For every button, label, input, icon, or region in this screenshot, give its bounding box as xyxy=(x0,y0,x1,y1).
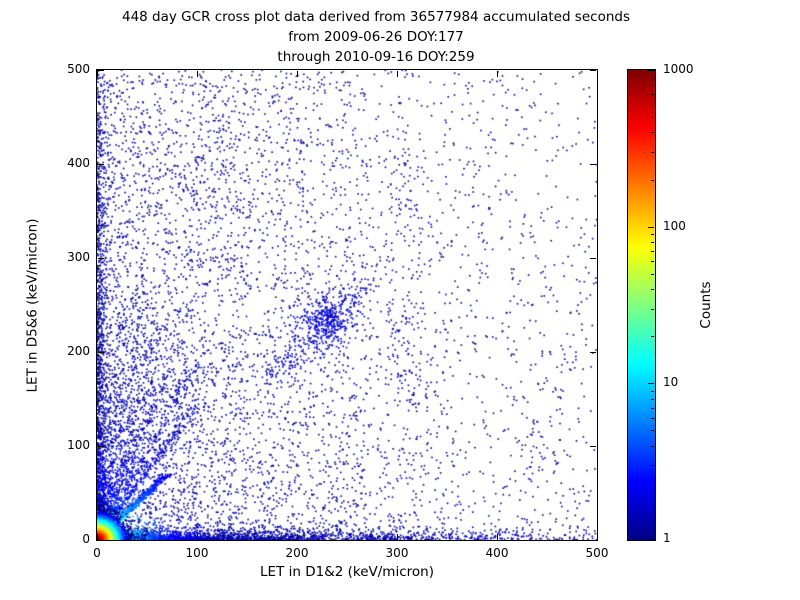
colorbar-minor-tick xyxy=(651,117,654,119)
colorbar-minor-tick xyxy=(651,233,654,235)
colorbar-minor-tick xyxy=(651,250,654,252)
colorbar-tick xyxy=(648,539,654,540)
colorbar-minor-tick xyxy=(651,179,654,181)
colorbar-minor-tick xyxy=(651,445,654,447)
colorbar-tick xyxy=(648,383,654,385)
x-tick xyxy=(597,534,598,540)
y-tick-right xyxy=(590,258,596,259)
colorbar-minor-tick xyxy=(651,336,654,338)
colorbar-minor-tick xyxy=(651,430,654,432)
y-tick-label: 300 xyxy=(67,250,90,264)
colorbar-minor-tick xyxy=(651,465,654,467)
y-tick-label: 500 xyxy=(67,62,90,76)
y-tick xyxy=(98,70,104,71)
y-tick xyxy=(98,258,104,259)
colorbar-gradient xyxy=(628,70,655,540)
y-tick-label: 200 xyxy=(67,344,90,358)
x-tick-label: 300 xyxy=(385,546,409,560)
chart-title-line1: 448 day GCR cross plot data derived from… xyxy=(122,9,630,25)
colorbar-minor-tick xyxy=(651,418,654,420)
colorbar-minor-tick xyxy=(651,132,654,134)
colorbar-minor-tick xyxy=(651,492,654,494)
colorbar-minor-tick xyxy=(651,85,654,87)
y-tick-label: 400 xyxy=(67,156,90,170)
x-tick xyxy=(397,534,398,540)
colorbar-minor-tick xyxy=(651,261,654,263)
x-tick-top xyxy=(197,71,198,77)
y-tick-right xyxy=(590,352,596,353)
x-tick-label: 200 xyxy=(285,546,309,560)
colorbar-tick-label: 100 xyxy=(663,218,686,233)
x-tick-top xyxy=(297,71,298,77)
x-tick-label: 500 xyxy=(585,546,609,560)
colorbar-tick-label: 1 xyxy=(663,531,671,545)
x-tick-top xyxy=(97,71,98,77)
x-tick xyxy=(497,534,498,540)
x-tick-label: 400 xyxy=(485,546,509,560)
y-tick-right xyxy=(590,446,596,447)
colorbar-minor-tick xyxy=(651,273,654,275)
plot-area xyxy=(96,69,598,541)
colorbar-minor-tick xyxy=(651,77,654,79)
colorbar xyxy=(627,69,656,541)
colorbar-tick-label: 10 xyxy=(663,375,679,390)
y-tick xyxy=(98,164,104,165)
y-tick-right xyxy=(590,540,596,541)
x-tick-label: 100 xyxy=(185,546,209,560)
colorbar-minor-tick xyxy=(651,151,654,153)
y-tick-label: 0 xyxy=(82,532,90,546)
scatter-canvas xyxy=(97,70,597,540)
colorbar-minor-tick xyxy=(651,407,654,409)
x-tick-top xyxy=(597,71,598,77)
chart-title: 448 day GCR cross plot data derived from… xyxy=(0,7,752,67)
colorbar-tick xyxy=(648,226,654,228)
colorbar-minor-tick xyxy=(651,390,654,392)
colorbar-tick-label: 1000 xyxy=(663,62,694,76)
colorbar-minor-tick xyxy=(651,94,654,96)
chart-title-line2: from 2009-06-26 DOY:177 xyxy=(288,29,464,45)
y-tick xyxy=(98,540,104,541)
x-axis-label: LET in D1&2 (keV/micron) xyxy=(260,564,434,580)
colorbar-minor-tick xyxy=(651,289,654,290)
y-axis-label: LET in D5&6 (keV/micron) xyxy=(24,218,41,393)
x-tick-label: 0 xyxy=(93,546,101,560)
x-tick xyxy=(97,534,98,540)
x-tick-top xyxy=(397,71,398,77)
colorbar-minor-tick xyxy=(651,104,654,106)
chart-title-line3: through 2010-09-16 DOY:259 xyxy=(277,49,475,65)
x-tick xyxy=(197,534,198,540)
colorbar-tick xyxy=(648,70,654,71)
colorbar-minor-tick xyxy=(651,241,654,243)
colorbar-minor-tick xyxy=(651,308,654,310)
y-tick-right xyxy=(590,164,596,165)
y-tick-right xyxy=(590,70,596,71)
x-tick xyxy=(297,534,298,540)
y-tick-label: 100 xyxy=(67,438,90,452)
y-tick xyxy=(98,446,104,447)
x-tick-top xyxy=(497,71,498,77)
colorbar-minor-tick xyxy=(651,398,654,400)
y-tick xyxy=(98,352,104,353)
